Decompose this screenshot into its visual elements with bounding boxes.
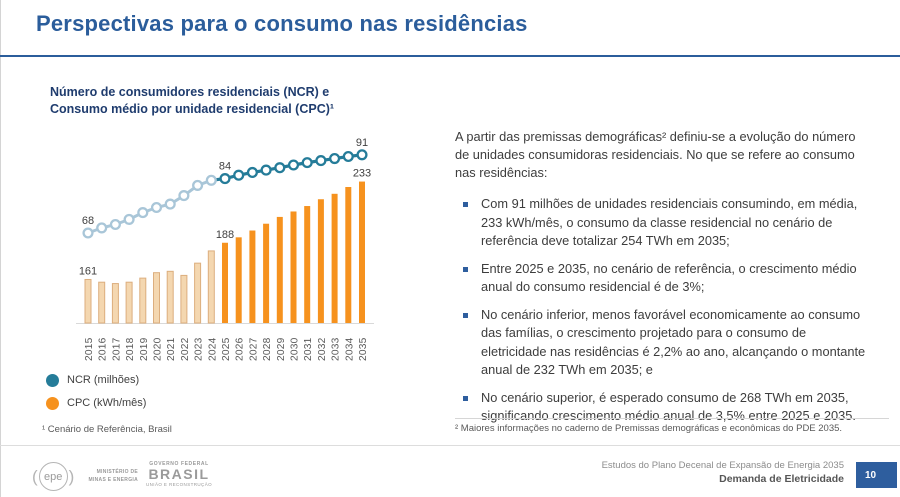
bullet-item: Com 91 milhões de unidades residenciais … xyxy=(455,195,869,249)
legend-label-cpc: CPC (kWh/mês) xyxy=(67,397,147,409)
x-axis-year-label: 2019 xyxy=(139,337,150,361)
gov-logo-bottom: UNIÃO E RECONSTRUÇÃO xyxy=(146,482,213,488)
ministry-line2: MINAS E ENERGIA xyxy=(88,476,138,483)
x-axis-year-label: 2015 xyxy=(84,337,95,361)
x-axis-year-label: 2027 xyxy=(248,337,259,361)
chart-legend: NCR (milhões) CPC (kWh/mês) xyxy=(46,372,146,418)
x-axis-year-label: 2021 xyxy=(166,337,177,361)
slide-left-edge xyxy=(0,0,1,497)
chart-data-label: 188 xyxy=(216,229,234,241)
x-axis-year-label: 2032 xyxy=(317,337,328,361)
chart-data-label: 68 xyxy=(82,215,94,227)
governo-federal-logo: GOVERNO FEDERAL BRASIL UNIÃO E RECONSTRU… xyxy=(146,461,212,487)
x-axis-year-label: 2025 xyxy=(221,337,232,361)
ncr-series-dot-icon xyxy=(46,373,59,387)
chart-title-line1: Número de consumidores residenciais (NCR… xyxy=(50,85,330,99)
gov-logo-brand: BRASIL xyxy=(148,466,210,482)
chart-title-line2: Consumo médio por unidade residencial (C… xyxy=(50,102,335,117)
bullet-square-icon xyxy=(463,266,468,272)
page-number-badge: 10 xyxy=(856,462,897,488)
epe-logo: ( epe ) xyxy=(32,462,74,491)
footer-divider xyxy=(0,445,900,446)
bullet-square-icon xyxy=(463,202,468,208)
bullet-item: Entre 2025 e 2035, no cenário de referên… xyxy=(455,260,869,296)
x-axis-year-label: 2016 xyxy=(98,337,109,361)
x-axis-year-label: 2020 xyxy=(153,337,164,361)
bullet-text: Com 91 milhões de unidades residenciais … xyxy=(481,196,858,248)
references-footnote: ² Maiores informações no caderno de Prem… xyxy=(455,423,843,434)
legend-label-ncr: NCR (milhões) xyxy=(67,374,140,386)
bullet-text: No cenário inferior, menos favorável eco… xyxy=(481,307,866,377)
chart-data-label: 161 xyxy=(79,265,97,277)
document-reference: Estudos do Plano Decenal de Expansão de … xyxy=(602,459,844,487)
legend-item-ncr: NCR (milhões) xyxy=(46,372,146,388)
doc-title: Estudos do Plano Decenal de Expansão de … xyxy=(601,460,844,471)
chart-data-label: 84 xyxy=(219,161,231,173)
x-axis-year-label: 2026 xyxy=(235,337,246,361)
epe-logo-arc-right: ) xyxy=(68,467,75,486)
doc-subtitle: Demanda de Eletricidade xyxy=(719,473,844,486)
x-axis-year-label: 2035 xyxy=(358,337,369,361)
footnote-divider xyxy=(455,418,889,419)
x-axis-year-label: 2031 xyxy=(303,337,314,361)
intro-paragraph: A partir das premissas demográficas² def… xyxy=(455,129,856,181)
chart-data-label: 233 xyxy=(353,168,371,180)
epe-logo-arc-left: ( xyxy=(32,467,38,486)
bullet-text: No cenário superior, é esperado consumo … xyxy=(481,389,856,424)
bullet-square-icon xyxy=(463,395,468,401)
title-divider xyxy=(0,55,900,57)
x-axis-year-label: 2034 xyxy=(344,337,355,361)
ministry-line1: MINISTÉRIO DE xyxy=(96,469,138,475)
chart-title: Número de consumidores residenciais (NCR… xyxy=(50,84,410,119)
text-panel: A partir das premissas demográficas² def… xyxy=(455,128,869,435)
epe-logo-text: epe xyxy=(38,462,68,491)
page-title: Perspectivas para o consumo nas residênc… xyxy=(36,11,528,36)
x-axis-year-label: 2029 xyxy=(276,337,287,361)
x-axis-year-label: 2023 xyxy=(194,337,205,361)
cpc-series-dot-icon xyxy=(46,396,59,410)
bullet-square-icon xyxy=(463,313,468,319)
gov-logo-top: GOVERNO FEDERAL xyxy=(149,461,209,467)
bullet-text: Entre 2025 e 2035, no cenário de referên… xyxy=(481,260,857,295)
legend-item-cpc: CPC (kWh/mês) xyxy=(46,395,146,411)
x-axis-year-label: 2028 xyxy=(262,337,273,361)
x-axis-year-label: 2017 xyxy=(111,337,122,361)
bullet-item: No cenário inferior, menos favorável eco… xyxy=(455,306,869,379)
x-axis-year-label: 2033 xyxy=(331,337,342,361)
bullet-item: No cenário superior, é esperado consumo … xyxy=(455,389,869,425)
chart-data-label: 91 xyxy=(356,137,368,149)
x-axis-year-label: 2030 xyxy=(290,337,301,361)
x-axis-year-label: 2018 xyxy=(125,337,136,361)
ministry-logo: MINISTÉRIO DE MINAS E ENERGIA xyxy=(86,469,138,484)
x-axis-year-label: 2024 xyxy=(207,337,218,361)
chart-footnote: ¹ Cenário de Referência, Brasil xyxy=(42,424,172,435)
x-axis-year-label: 2022 xyxy=(180,337,191,361)
